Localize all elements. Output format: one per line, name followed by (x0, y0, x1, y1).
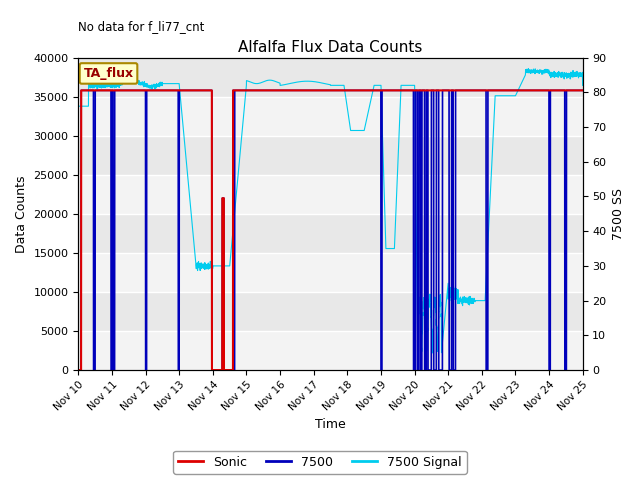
Title: Alfalfa Flux Data Counts: Alfalfa Flux Data Counts (238, 40, 422, 55)
Y-axis label: Data Counts: Data Counts (15, 175, 28, 252)
Y-axis label: 7500 SS: 7500 SS (612, 188, 625, 240)
Text: TA_flux: TA_flux (83, 67, 134, 80)
Bar (79, 253, 582, 292)
Text: No data for f_li77_cnt: No data for f_li77_cnt (79, 20, 205, 33)
Bar (79, 175, 582, 214)
Bar (79, 96, 582, 136)
Bar (79, 331, 582, 370)
Legend: Sonic, 7500, 7500 Signal: Sonic, 7500, 7500 Signal (173, 451, 467, 474)
X-axis label: Time: Time (315, 419, 346, 432)
